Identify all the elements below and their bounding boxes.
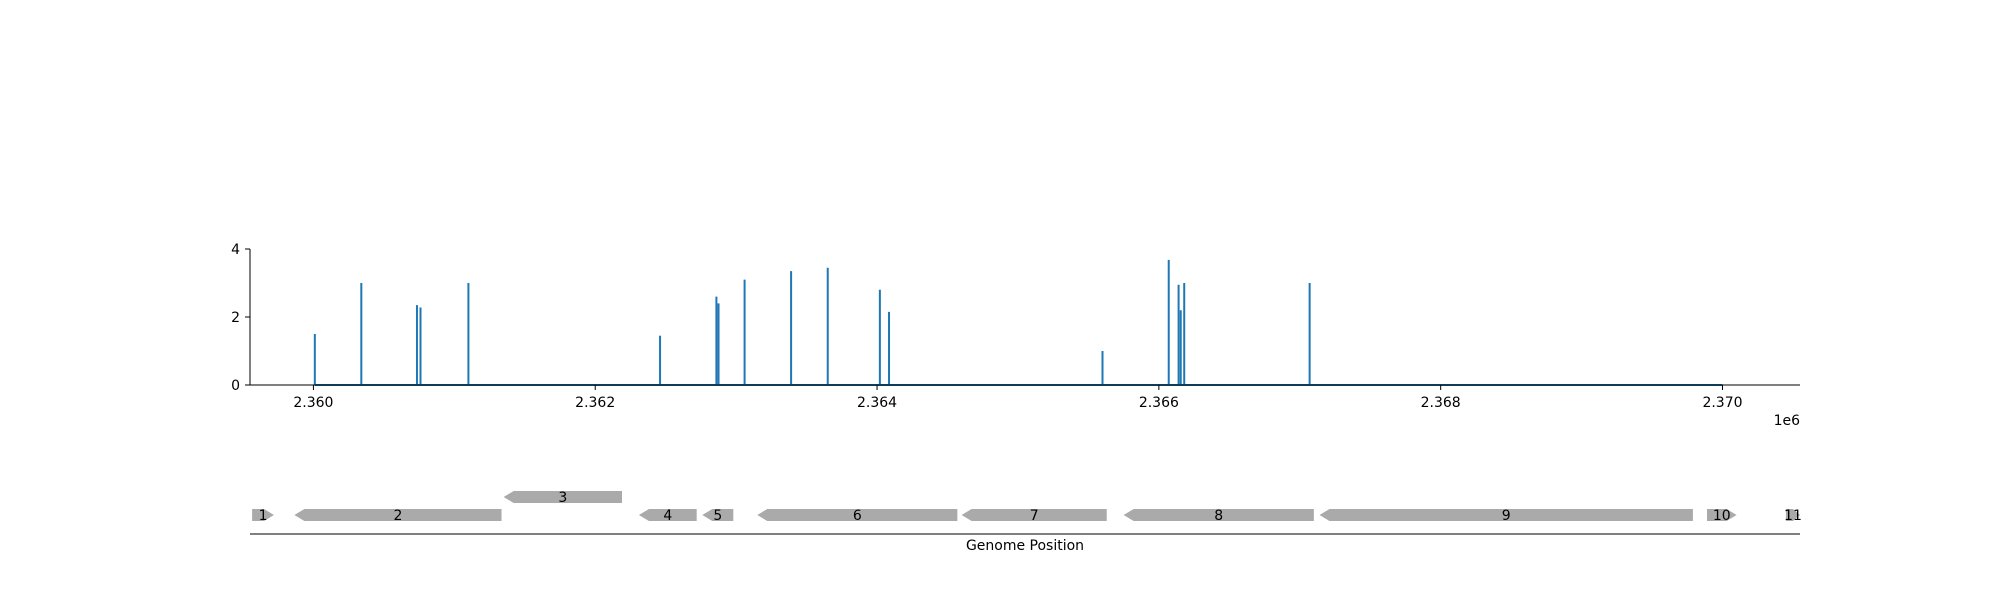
gene-label: 11 xyxy=(1784,508,1802,524)
genes-layer: 1 2 3 4 5 6 7 8 9 10 11 xyxy=(252,490,1802,524)
gene-arrow xyxy=(638,509,697,521)
y-tick-label: 4 xyxy=(231,242,240,258)
x-tick-label: 2.362 xyxy=(575,395,615,411)
gene-arrow xyxy=(757,509,958,521)
x-axis-offset-label: 1e6 xyxy=(1774,413,1801,429)
gene-label: 7 xyxy=(1030,508,1039,524)
gene-arrow xyxy=(1785,509,1800,521)
gene-label: 8 xyxy=(1214,508,1223,524)
gene-arrow xyxy=(503,491,622,503)
x-axis: 2.360 2.362 2.364 2.366 2.368 2.370 1e6 xyxy=(250,384,1801,429)
x-tick-label: 2.360 xyxy=(293,395,333,411)
gene-label: 2 xyxy=(393,508,402,524)
gene-label: 10 xyxy=(1713,508,1731,524)
gene-track: 1 2 3 4 5 6 7 8 9 10 11 Genome Position xyxy=(250,490,1802,554)
x-tick-label: 2.368 xyxy=(1421,395,1461,411)
y-tick-label: 0 xyxy=(231,378,240,394)
gene-arrow xyxy=(1123,509,1314,521)
gene-label: 4 xyxy=(663,508,672,524)
gene-arrow xyxy=(252,509,274,521)
gene-arrow xyxy=(702,509,734,521)
gene-label: 5 xyxy=(713,508,722,524)
gene-label: 9 xyxy=(1502,508,1511,524)
gene-label: 1 xyxy=(259,508,268,524)
gene-arrow xyxy=(294,509,502,521)
y-ticks: 0 2 4 xyxy=(231,242,250,394)
x-tick-label: 2.364 xyxy=(857,395,897,411)
x-tick-label: 2.366 xyxy=(1139,395,1179,411)
y-tick-label: 2 xyxy=(231,310,240,326)
gene-track-axis-label: Genome Position xyxy=(966,538,1084,554)
gene-arrow xyxy=(1707,509,1737,521)
y-axis: 0 2 4 xyxy=(231,242,251,394)
x-tick-label: 2.370 xyxy=(1702,395,1742,411)
coverage-plot: 0 2 4 2.360 2.362 2.364 2.366 2.368 2.370 1e6 xyxy=(231,242,1800,429)
gene-label: 3 xyxy=(558,490,567,506)
gene-arrow xyxy=(961,509,1107,521)
x-ticks: 2.360 2.362 2.364 2.366 2.368 2.370 xyxy=(293,385,1743,411)
gene-arrow xyxy=(1319,509,1693,521)
gene-label: 6 xyxy=(853,508,862,524)
